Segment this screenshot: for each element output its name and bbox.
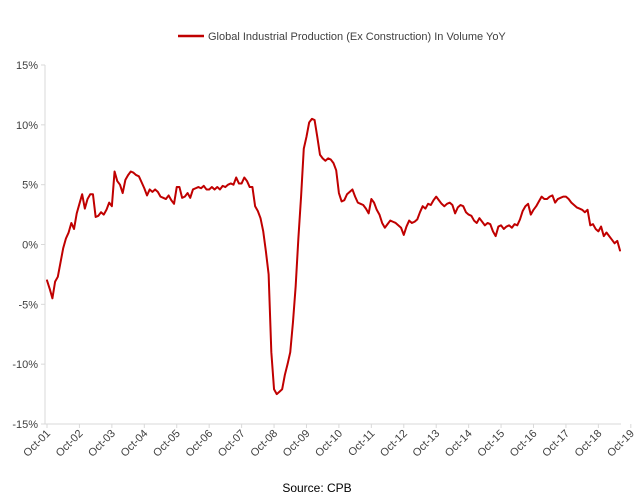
x-tick-label: Oct-10 [313, 428, 345, 460]
x-tick-label: Oct-16 [508, 428, 540, 460]
x-tick-label: Oct-04 [119, 428, 151, 460]
y-tick-label: 10% [16, 120, 38, 132]
x-tick-label: Oct-07 [216, 428, 248, 460]
x-tick-label: Oct-18 [573, 428, 605, 460]
x-tick-label: Oct-14 [443, 428, 475, 460]
y-tick-label: -15% [12, 419, 38, 431]
y-tick-label: -10% [12, 359, 38, 371]
x-axis: Oct-01 Oct-02 Oct-03 Oct-04 Oct-05 Oct-06 Oct-… [21, 423, 634, 460]
source-label: Source: CPB [282, 481, 351, 495]
x-tick-label: Oct-19 [605, 428, 634, 460]
x-tick-label: Oct-01 [21, 428, 53, 460]
y-tick-label: 15% [16, 60, 38, 72]
y-axis: 15% 10% 5% 0% -5% -10% -15% [12, 60, 46, 431]
y-tick-label: 5% [22, 180, 38, 192]
x-tick-label: Oct-13 [410, 428, 442, 460]
x-tick-label: Oct-05 [151, 428, 183, 460]
legend-label: Global Industrial Production (Ex Constru… [208, 31, 506, 43]
x-tick-label: Oct-09 [281, 428, 313, 460]
x-tick-label: Oct-12 [378, 428, 410, 460]
x-tick-label: Oct-03 [86, 428, 118, 460]
series-line [46, 117, 621, 396]
x-tick-label: Oct-02 [54, 428, 86, 460]
x-tick-label: Oct-11 [346, 428, 377, 459]
x-tick-label: Oct-06 [183, 428, 215, 460]
x-tick-label: Oct-08 [248, 428, 280, 460]
x-tick-label: Oct-15 [475, 428, 507, 460]
x-tick-label: Oct-17 [540, 428, 572, 460]
legend: Global Industrial Production (Ex Constru… [178, 31, 506, 43]
y-tick-label: 0% [22, 240, 38, 252]
y-tick-label: -5% [18, 299, 38, 311]
